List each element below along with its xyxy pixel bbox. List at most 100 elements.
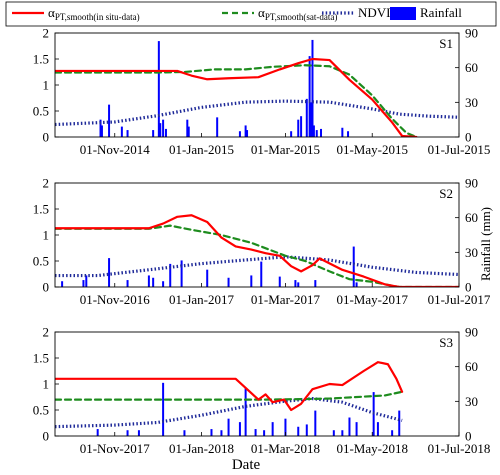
y-tick-label: 0.5 bbox=[33, 403, 49, 418]
rainfall-bar bbox=[294, 280, 297, 287]
rainfall-bar bbox=[315, 130, 318, 137]
y-tick-label: 0 bbox=[43, 130, 50, 145]
x-tick-label: 01-Mar-2017 bbox=[251, 292, 321, 307]
series-line-alpha-insitu bbox=[55, 214, 459, 287]
rainfall-bar bbox=[244, 125, 247, 137]
rainfall-bar bbox=[126, 430, 129, 436]
rainfall-bar bbox=[108, 104, 111, 137]
rainfall-bar bbox=[220, 430, 223, 436]
rainfall-bar bbox=[352, 246, 355, 287]
rainfall-bar bbox=[398, 410, 401, 436]
rainfall-bar bbox=[227, 277, 230, 287]
rainfall-bar bbox=[263, 430, 266, 436]
y2-axis-title: Rainfall (mm) bbox=[478, 207, 493, 281]
y-tick-label: 0.5 bbox=[33, 254, 49, 269]
y2-tick-label: 0 bbox=[465, 429, 472, 444]
rainfall-bar bbox=[159, 123, 162, 137]
rainfall-bar bbox=[210, 429, 213, 436]
legend-item-ndvi: NDVI bbox=[322, 5, 391, 20]
y-tick-label: 1.5 bbox=[33, 202, 49, 217]
rainfall-bar bbox=[290, 131, 293, 137]
rainfall-bar bbox=[108, 258, 111, 287]
y-tick-label: 1.5 bbox=[33, 52, 49, 67]
rainfall-bar bbox=[96, 429, 99, 436]
y2-tick-label: 60 bbox=[465, 359, 478, 374]
rainfall-bar bbox=[238, 131, 241, 137]
panel-s3: 0 0.5 1 1.5 2 0 30 60 90 01-Nov-2017 01-Jan-2018 01… bbox=[33, 325, 491, 457]
legend-label-sub: PT,smooth(in situ-data) bbox=[55, 12, 140, 22]
rainfall-bar bbox=[152, 130, 155, 137]
rainfall-bar bbox=[162, 119, 165, 137]
panel-label: S2 bbox=[439, 186, 453, 201]
x-tick-label: 01-Jan-2017 bbox=[169, 292, 234, 307]
rainfall-bar bbox=[308, 56, 311, 137]
rainfall-bar bbox=[278, 276, 281, 287]
rainfall-bar bbox=[216, 117, 219, 137]
rainfall-bar bbox=[169, 263, 172, 287]
rainfall-bar bbox=[305, 424, 308, 436]
x-tick-label: 01-Jan-2018 bbox=[169, 441, 234, 456]
series-line-ndvi bbox=[55, 255, 459, 278]
rainfall-bar bbox=[254, 429, 257, 436]
rainfall-bar bbox=[297, 119, 300, 137]
rainfall-bar bbox=[284, 418, 287, 436]
y-tick-label: 2 bbox=[43, 176, 50, 191]
y-tick-label: 0 bbox=[43, 280, 50, 295]
rainfall-bar bbox=[244, 387, 247, 436]
rainfall-bar bbox=[332, 430, 335, 436]
rainfall-bar bbox=[271, 422, 274, 436]
rainfall-bar bbox=[180, 260, 183, 287]
rainfall-bar bbox=[320, 128, 323, 137]
plot-area bbox=[55, 183, 459, 287]
x-axis-title: Date bbox=[232, 457, 261, 473]
x-tick-label: 01-Nov-2016 bbox=[80, 292, 151, 307]
x-tick-label: 01-May-2015 bbox=[336, 142, 408, 157]
panel-s2: 0 0.5 1 1.5 2 0 30 60 90 01-Nov-2016 01-Jan-2017 01… bbox=[33, 176, 491, 308]
panel-label: S3 bbox=[439, 335, 453, 350]
rainfall-bar bbox=[187, 126, 190, 137]
legend-item-rainfall: Rainfall bbox=[390, 5, 462, 20]
y2-tick-label: 90 bbox=[465, 325, 478, 340]
rainfall-bar bbox=[100, 125, 103, 137]
legend-item-alpha_sat: αPT,smooth(sat-data) bbox=[222, 5, 337, 22]
legend-label-main: NDVI bbox=[358, 5, 391, 20]
legend-label-rainfall: Rainfall bbox=[420, 5, 462, 20]
rainfall-bar bbox=[347, 131, 350, 137]
x-tick-label: 01-May-2017 bbox=[336, 292, 408, 307]
x-tick-label: 01-Mar-2015 bbox=[251, 142, 320, 157]
y2-tick-label: 30 bbox=[465, 95, 478, 110]
rainfall-bar bbox=[82, 280, 85, 287]
legend-label-main: α bbox=[48, 5, 55, 20]
rainfall-bar bbox=[157, 41, 160, 137]
rainfall-bar bbox=[300, 116, 303, 137]
x-tick-label: 01-Mar-2018 bbox=[251, 441, 320, 456]
y2-tick-label: 0 bbox=[465, 280, 472, 295]
x-tick-label: 01-Jul-2015 bbox=[428, 142, 491, 157]
panel-label: S1 bbox=[439, 36, 453, 51]
legend-label-sub: PT,smooth(sat-data) bbox=[265, 12, 338, 22]
rainfall-bar bbox=[162, 382, 165, 436]
rainfall-bar bbox=[238, 422, 241, 436]
y-tick-label: 0.5 bbox=[33, 104, 49, 119]
rainfall-bar bbox=[341, 430, 344, 436]
y2-tick-label: 90 bbox=[465, 176, 478, 191]
plot-area bbox=[55, 33, 459, 137]
y-tick-label: 1 bbox=[43, 78, 50, 93]
x-tick-label: 01-May-2018 bbox=[336, 441, 408, 456]
rainfall-bar bbox=[355, 282, 358, 287]
legend-label-ndvi: NDVI bbox=[358, 5, 391, 20]
rainfall-bar bbox=[152, 277, 155, 287]
rainfall-bar bbox=[147, 275, 150, 287]
legend-label-alpha_sat: αPT,smooth(sat-data) bbox=[258, 5, 337, 22]
rainfall-bar bbox=[183, 430, 186, 436]
legend-swatch-rainfall bbox=[390, 7, 416, 20]
rainfall-bar bbox=[164, 128, 167, 137]
x-tick-label: 01-Nov-2017 bbox=[80, 441, 151, 456]
y2-tick-label: 30 bbox=[465, 245, 478, 260]
rainfall-bar bbox=[305, 98, 308, 137]
rainfall-bar bbox=[314, 410, 317, 436]
x-tick-label: 01-Jan-2015 bbox=[169, 142, 234, 157]
y2-tick-label: 60 bbox=[465, 210, 478, 225]
rainfall-bar bbox=[227, 418, 230, 436]
rainfall-bar bbox=[341, 127, 344, 137]
